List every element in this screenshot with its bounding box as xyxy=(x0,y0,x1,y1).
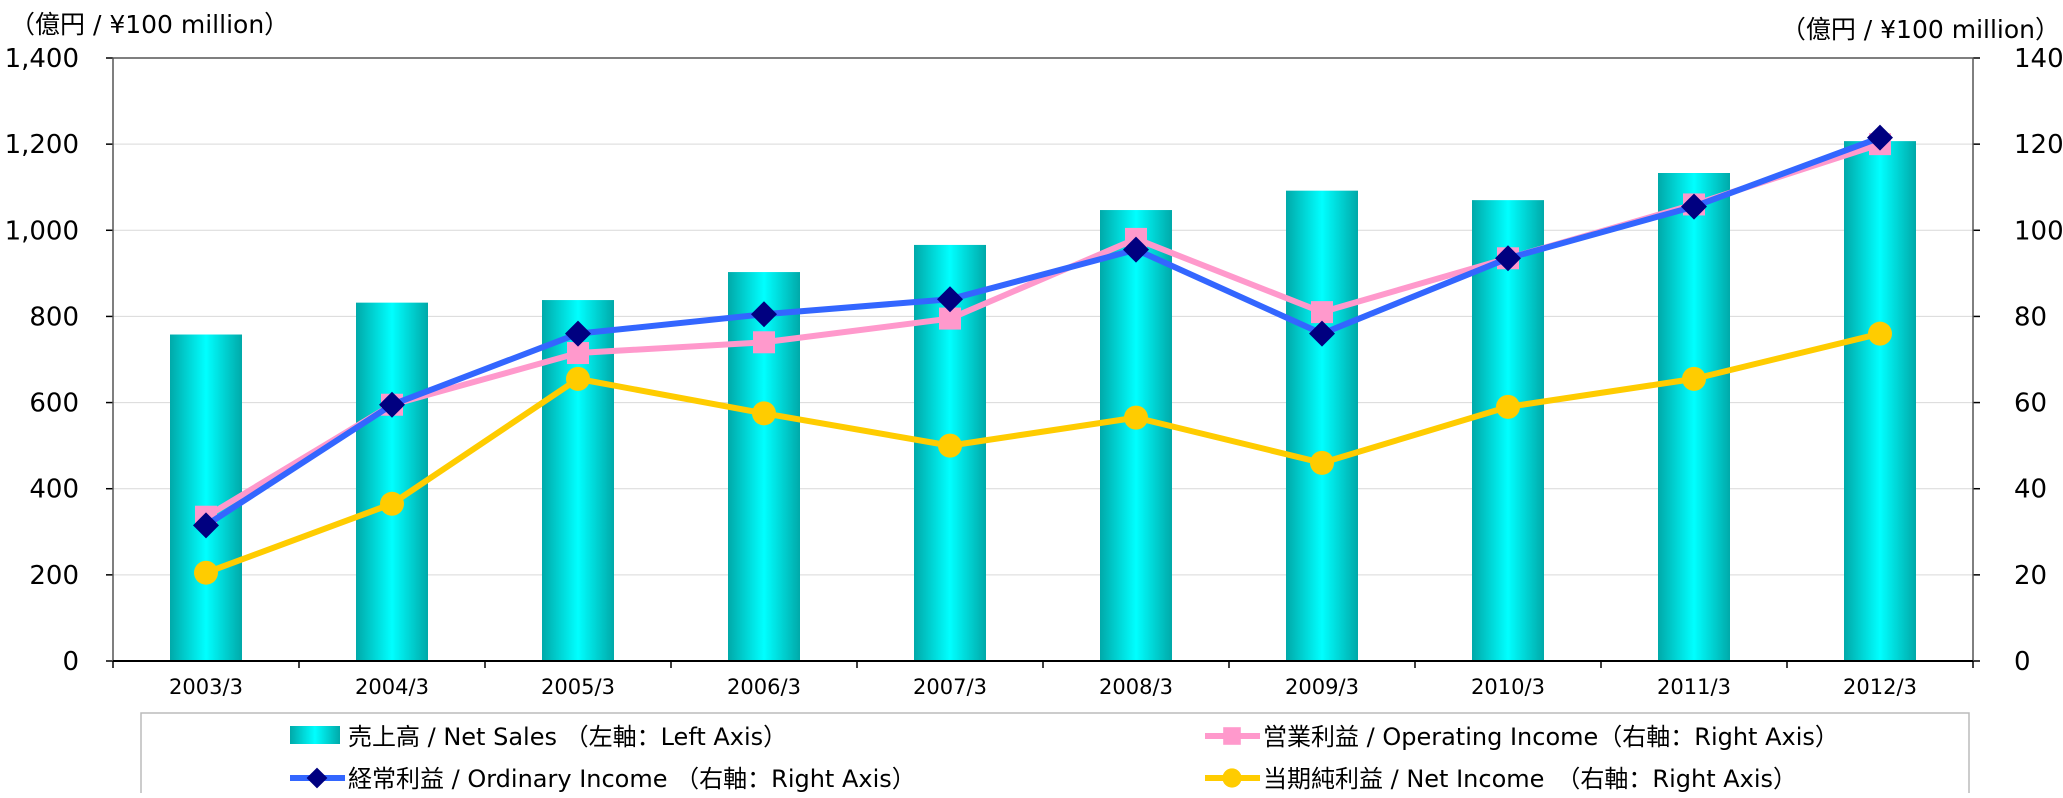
x-tick-label: 2009/3 xyxy=(1285,675,1359,699)
data-point-circle xyxy=(380,491,404,516)
net-sales-bar xyxy=(170,334,242,661)
data-point-square xyxy=(939,307,961,330)
legend-label: 経常利益 / Ordinary Income （右軸：Right Axis） xyxy=(348,765,916,793)
right-tick-label: 0 xyxy=(2014,647,2031,677)
x-tick-label: 2011/3 xyxy=(1657,675,1731,699)
net-sales-bar xyxy=(356,302,428,661)
data-point-diamond xyxy=(379,391,405,418)
left-axis-unit: （億円 / ¥100 million） xyxy=(10,10,289,39)
net-sales-bar xyxy=(728,272,800,661)
net-sales-bar xyxy=(1472,200,1544,661)
data-point-diamond xyxy=(565,320,591,347)
x-tick-label: 2004/3 xyxy=(355,675,429,699)
right-tick-label: 80 xyxy=(2014,302,2047,332)
data-point-circle xyxy=(1682,366,1706,391)
x-tick-label: 2007/3 xyxy=(913,675,987,699)
legend-item: 売上高 / Net Sales （左軸：Left Axis） xyxy=(290,723,787,751)
x-tick-label: 2008/3 xyxy=(1099,675,1173,699)
left-tick-label: 800 xyxy=(29,302,79,332)
legend-swatch-bar xyxy=(290,726,340,744)
net-sales-bar xyxy=(1286,190,1358,661)
data-point-circle xyxy=(1868,321,1892,346)
legend-label: 売上高 / Net Sales （左軸：Left Axis） xyxy=(348,723,787,751)
right-tick-label: 60 xyxy=(2014,389,2047,419)
left-tick-label: 1,000 xyxy=(5,216,79,246)
legend-label: 営業利益 / Operating Income（右軸：Right Axis） xyxy=(1263,723,1839,751)
data-point-circle xyxy=(938,433,962,458)
left-tick-label: 1,200 xyxy=(5,130,79,160)
data-point-diamond xyxy=(1867,124,1893,151)
left-tick-label: 1,400 xyxy=(5,44,79,74)
net-sales-bar xyxy=(1844,141,1916,661)
series-line xyxy=(204,134,1882,528)
legend: 売上高 / Net Sales （左軸：Left Axis） 営業利益 / Ope… xyxy=(140,712,1970,798)
legend-marker xyxy=(1222,768,1242,788)
legend-label: 当期純利益 / Net Income （右軸：Right Axis） xyxy=(1263,765,1797,793)
left-tick-label: 600 xyxy=(29,389,79,419)
line-series-circle xyxy=(194,321,1892,585)
data-point-diamond xyxy=(1309,320,1335,347)
right-tick-label: 40 xyxy=(2014,475,2047,505)
right-tick-label: 120 xyxy=(2014,130,2063,160)
x-tick-label: 2010/3 xyxy=(1471,675,1545,699)
series-line xyxy=(204,330,1881,576)
data-point-diamond xyxy=(193,512,219,539)
axes: 0 0 200 20 400 40 600 60 800 80 1,000 100 1,200 120 1,… xyxy=(5,44,2063,699)
bar-series xyxy=(170,141,1916,661)
line-series xyxy=(193,124,1893,585)
data-point-circle xyxy=(752,401,776,426)
legend-marker xyxy=(306,767,328,789)
data-point-circle xyxy=(1310,450,1334,475)
data-point-circle xyxy=(1124,405,1148,430)
legend-box xyxy=(140,712,1970,798)
data-point-circle xyxy=(566,366,590,391)
data-point-diamond xyxy=(751,301,777,328)
data-point-diamond xyxy=(937,286,963,313)
right-tick-label: 140 xyxy=(2014,44,2063,74)
right-axis-unit: （億円 / ¥100 million） xyxy=(1781,15,2060,44)
x-tick-label: 2006/3 xyxy=(727,675,801,699)
data-point-square xyxy=(753,331,775,354)
x-tick-label: 2003/3 xyxy=(169,675,243,699)
legend-item: 経常利益 / Ordinary Income （右軸：Right Axis） xyxy=(290,765,916,793)
x-tick-label: 2012/3 xyxy=(1843,675,1917,699)
left-tick-label: 200 xyxy=(29,561,79,591)
line-series-diamond xyxy=(193,124,1893,539)
data-point-square xyxy=(567,342,589,365)
data-point-diamond xyxy=(1681,193,1707,220)
right-tick-label: 100 xyxy=(2014,216,2063,246)
data-point-circle xyxy=(1496,394,1520,419)
net-sales-bar xyxy=(1100,210,1172,661)
data-point-circle xyxy=(194,560,218,585)
data-point-diamond xyxy=(1123,236,1149,263)
legend-marker xyxy=(1223,727,1241,745)
left-tick-label: 400 xyxy=(29,475,79,505)
legend-item: 営業利益 / Operating Income（右軸：Right Axis） xyxy=(1205,723,1839,751)
net-sales-bar xyxy=(1658,173,1730,661)
data-point-diamond xyxy=(1495,245,1521,272)
left-tick-label: 0 xyxy=(62,647,79,677)
right-tick-label: 20 xyxy=(2014,561,2047,591)
legend-item: 当期純利益 / Net Income （右軸：Right Axis） xyxy=(1205,765,1797,793)
x-tick-label: 2005/3 xyxy=(541,675,615,699)
data-point-square xyxy=(1311,301,1333,324)
